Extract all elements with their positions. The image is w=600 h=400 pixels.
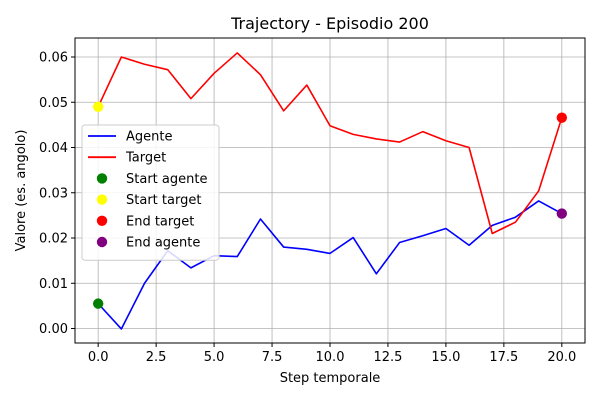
x-tick-label: 15.0 bbox=[431, 350, 460, 365]
legend-swatch-end-target bbox=[96, 215, 108, 226]
marker-end-target bbox=[556, 112, 568, 123]
x-tick-label: 20.0 bbox=[547, 350, 576, 365]
y-tick-label: 0.02 bbox=[39, 232, 68, 247]
x-tick-label: 2.5 bbox=[146, 350, 167, 365]
legend-label-agente: Agente bbox=[126, 130, 172, 145]
y-tick-label: 0.05 bbox=[39, 96, 68, 111]
y-tick-label: 0.03 bbox=[39, 186, 68, 201]
y-tick-label: 0.01 bbox=[39, 277, 68, 292]
x-tick-label: 10.0 bbox=[316, 350, 345, 365]
chart-title: Trajectory - Episodio 200 bbox=[230, 14, 429, 33]
x-tick-label: 5.0 bbox=[204, 350, 225, 365]
legend-label-start-agente: Start agente bbox=[126, 172, 207, 187]
legend-box bbox=[81, 124, 220, 261]
marker-start-agente bbox=[92, 298, 104, 309]
x-tick-label: 17.5 bbox=[489, 350, 518, 365]
y-tick-label: 0.00 bbox=[39, 322, 68, 337]
legend: Agente Target Start agente Start target End … bbox=[81, 124, 220, 261]
x-tick-label: 7.5 bbox=[262, 350, 283, 365]
markers-layer bbox=[92, 101, 568, 309]
series-line-target bbox=[97, 52, 563, 235]
legend-label-target: Target bbox=[125, 151, 166, 166]
x-axis-label: Step temporale bbox=[280, 371, 381, 386]
axis-ticks: 0.0 2.5 5.0 7.5 10.0 12.5 15.0 17.5 20.0 0.00 0.01… bbox=[39, 51, 576, 365]
legend-swatch-start-agente bbox=[96, 173, 108, 184]
y-axis-label: Valore (es. angolo) bbox=[14, 130, 29, 252]
x-tick-label: 12.5 bbox=[373, 350, 402, 365]
y-tick-label: 0.04 bbox=[39, 141, 68, 156]
legend-swatch-start-target bbox=[96, 194, 108, 205]
grid-lines bbox=[75, 38, 585, 343]
y-tick-label: 0.06 bbox=[39, 51, 68, 66]
legend-label-end-target: End target bbox=[126, 214, 194, 229]
marker-start-target bbox=[92, 101, 104, 112]
legend-swatch-end-agente bbox=[96, 236, 108, 248]
marker-end-agente bbox=[556, 208, 568, 219]
x-tick-label: 0.0 bbox=[88, 350, 109, 365]
legend-label-end-agente: End agente bbox=[126, 236, 200, 251]
legend-label-start-target: Start target bbox=[126, 193, 201, 208]
